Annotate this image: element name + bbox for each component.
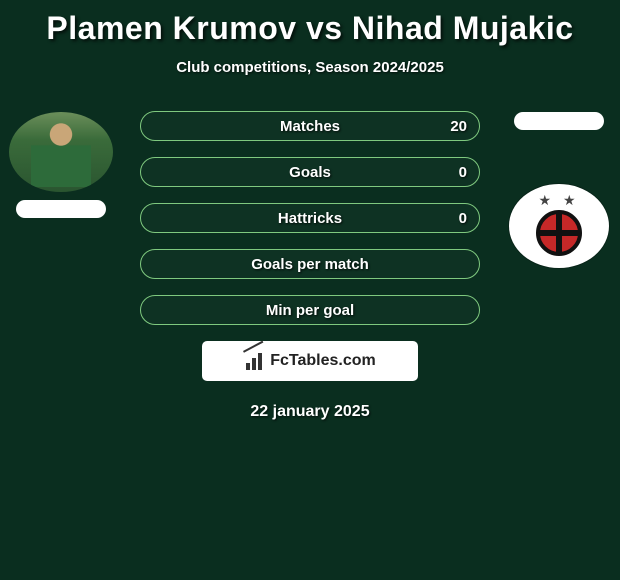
stat-row-matches: Matches 20 [140, 111, 480, 141]
stat-value-right: 0 [459, 164, 467, 181]
stats-list: Matches 20 Goals 0 Hattricks 0 Goals per… [140, 111, 480, 325]
stat-row-hattricks: Hattricks 0 [140, 203, 480, 233]
player-photo [9, 112, 113, 192]
stat-row-goals: Goals 0 [140, 157, 480, 187]
brand-box: FcTables.com [202, 341, 418, 381]
page-title: Plamen Krumov vs Nihad Mujakic [0, 10, 620, 47]
date-text: 22 january 2025 [0, 403, 620, 421]
player-right: ★ ★ [504, 112, 614, 276]
stat-label: Min per goal [266, 302, 354, 319]
stat-label: Matches [280, 118, 340, 135]
stat-label: Hattricks [278, 210, 342, 227]
country-pill [16, 200, 106, 218]
country-pill [514, 112, 604, 130]
brand-label: FcTables.com [270, 352, 376, 370]
stat-value-right: 0 [459, 210, 467, 227]
stat-value-right: 20 [450, 118, 467, 135]
club-badge-partizan: ★ ★ [509, 184, 609, 268]
stat-row-goals-per-match: Goals per match [140, 249, 480, 279]
player-left [6, 112, 116, 218]
stat-label: Goals [289, 164, 331, 181]
star-icon: ★ ★ [529, 192, 589, 209]
subtitle: Club competitions, Season 2024/2025 [0, 59, 620, 76]
chart-icon [244, 352, 264, 370]
stat-row-min-per-goal: Min per goal [140, 295, 480, 325]
stat-label: Goals per match [251, 256, 369, 273]
